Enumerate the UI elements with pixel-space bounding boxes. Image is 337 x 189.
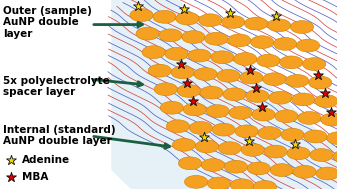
Ellipse shape — [183, 103, 206, 116]
Ellipse shape — [245, 17, 268, 30]
Point — [273, 15, 278, 18]
Ellipse shape — [165, 47, 188, 60]
Ellipse shape — [223, 88, 246, 101]
Ellipse shape — [160, 101, 183, 114]
Ellipse shape — [292, 93, 315, 106]
Ellipse shape — [296, 39, 320, 52]
Point — [293, 143, 298, 146]
Polygon shape — [111, 0, 337, 189]
Point — [247, 68, 252, 71]
Point — [328, 110, 333, 113]
Ellipse shape — [327, 132, 337, 145]
Point — [316, 73, 321, 76]
Ellipse shape — [166, 120, 189, 133]
Ellipse shape — [188, 49, 211, 62]
Ellipse shape — [280, 56, 303, 69]
Point — [135, 5, 141, 8]
Ellipse shape — [159, 29, 182, 42]
Ellipse shape — [189, 122, 213, 134]
Ellipse shape — [217, 69, 240, 82]
Ellipse shape — [247, 162, 271, 175]
Ellipse shape — [246, 90, 269, 102]
Ellipse shape — [199, 14, 222, 27]
Ellipse shape — [241, 143, 265, 156]
Ellipse shape — [253, 180, 277, 189]
Point — [247, 139, 252, 142]
Ellipse shape — [235, 125, 258, 138]
Ellipse shape — [172, 138, 195, 151]
Ellipse shape — [177, 84, 200, 97]
Ellipse shape — [298, 112, 321, 124]
Ellipse shape — [286, 74, 309, 87]
Point — [322, 92, 327, 95]
Ellipse shape — [264, 145, 287, 158]
Point — [190, 100, 196, 103]
Ellipse shape — [179, 157, 202, 170]
Ellipse shape — [274, 37, 297, 50]
Ellipse shape — [287, 147, 310, 160]
Point — [8, 158, 13, 161]
Ellipse shape — [182, 31, 205, 43]
Ellipse shape — [208, 177, 231, 189]
Ellipse shape — [275, 110, 298, 123]
Ellipse shape — [212, 123, 235, 136]
Text: 5x polyelectrolyte
spacer layer: 5x polyelectrolyte spacer layer — [3, 76, 110, 97]
Point — [178, 63, 184, 66]
Text: MBA: MBA — [22, 172, 48, 182]
Ellipse shape — [200, 86, 223, 99]
Ellipse shape — [252, 108, 275, 121]
Ellipse shape — [310, 149, 333, 161]
Ellipse shape — [290, 21, 314, 33]
Ellipse shape — [224, 160, 248, 173]
Point — [259, 105, 265, 108]
Point — [253, 87, 258, 90]
Point — [227, 11, 233, 14]
Ellipse shape — [234, 53, 257, 65]
Point — [184, 81, 190, 84]
Point — [201, 136, 206, 139]
Ellipse shape — [211, 51, 234, 64]
Ellipse shape — [202, 159, 224, 171]
Ellipse shape — [320, 113, 337, 126]
Ellipse shape — [333, 150, 337, 163]
Point — [181, 8, 187, 11]
Ellipse shape — [304, 130, 327, 143]
Ellipse shape — [229, 106, 252, 119]
Ellipse shape — [293, 165, 316, 178]
Ellipse shape — [222, 15, 245, 28]
Ellipse shape — [195, 140, 219, 153]
Ellipse shape — [176, 12, 199, 25]
Ellipse shape — [136, 27, 159, 40]
Text: Internal (standard)
AuNP double layer: Internal (standard) AuNP double layer — [3, 125, 116, 146]
Ellipse shape — [130, 9, 153, 22]
Ellipse shape — [315, 95, 337, 108]
Ellipse shape — [171, 66, 194, 79]
Ellipse shape — [154, 83, 177, 96]
Ellipse shape — [228, 34, 251, 47]
Ellipse shape — [231, 179, 253, 189]
Ellipse shape — [153, 10, 176, 23]
Ellipse shape — [268, 19, 290, 32]
Ellipse shape — [257, 54, 280, 67]
Ellipse shape — [194, 68, 217, 81]
Ellipse shape — [263, 73, 286, 86]
Ellipse shape — [303, 58, 326, 70]
Ellipse shape — [142, 46, 165, 59]
Text: Adenine: Adenine — [22, 155, 70, 165]
Ellipse shape — [270, 164, 293, 177]
Ellipse shape — [218, 142, 241, 155]
Ellipse shape — [148, 64, 171, 77]
Ellipse shape — [251, 36, 274, 49]
Text: Outer (sample)
AuNP double
layer: Outer (sample) AuNP double layer — [3, 6, 92, 39]
Ellipse shape — [206, 105, 229, 118]
Ellipse shape — [258, 127, 281, 139]
Ellipse shape — [205, 32, 228, 45]
Ellipse shape — [240, 71, 263, 84]
Ellipse shape — [308, 76, 332, 89]
Ellipse shape — [185, 175, 208, 188]
Ellipse shape — [316, 167, 337, 180]
Point — [8, 175, 13, 178]
Ellipse shape — [269, 91, 292, 104]
Ellipse shape — [281, 128, 304, 141]
